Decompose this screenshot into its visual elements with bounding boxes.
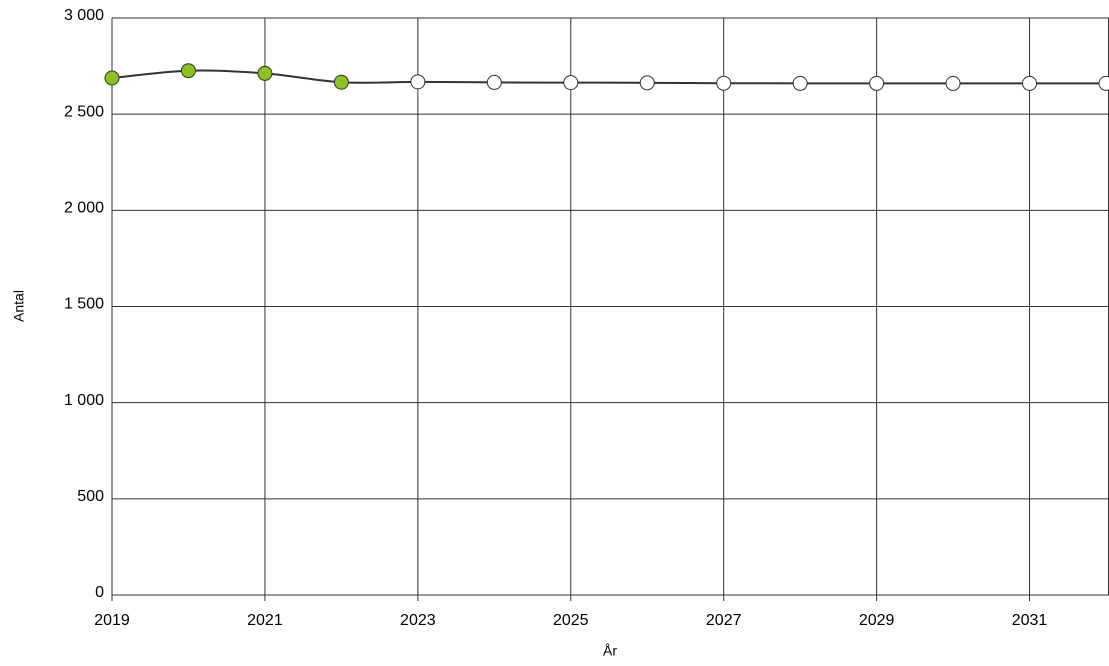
y-tick-label: 2 500 [64, 103, 104, 120]
marker [563, 75, 579, 91]
marker [486, 74, 502, 90]
x-tick-label: 2025 [553, 612, 589, 629]
marker [1022, 75, 1038, 91]
y-tick-label: 2 000 [64, 200, 104, 217]
marker [792, 75, 808, 91]
y-tick-label: 1 000 [64, 392, 104, 409]
marker [257, 65, 273, 81]
x-axis-title: År [603, 643, 617, 659]
y-axis-title: Antal [11, 290, 27, 322]
marker [104, 70, 120, 86]
y-tick-label: 500 [77, 488, 104, 505]
marker [639, 75, 655, 91]
x-tick-label: 2027 [706, 612, 742, 629]
marker [333, 74, 349, 90]
x-tick-label: 2031 [1012, 612, 1048, 629]
x-tick-label: 2023 [400, 612, 436, 629]
x-tick-label: 2019 [94, 612, 130, 629]
y-tick-label: 1 500 [64, 296, 104, 313]
marker [180, 63, 196, 79]
marker [716, 75, 732, 91]
marker [410, 74, 426, 90]
x-tick-label: 2021 [247, 612, 283, 629]
y-tick-label: 3 000 [64, 7, 104, 24]
marker [869, 75, 885, 91]
marker [945, 75, 961, 91]
x-tick-label: 2029 [859, 612, 895, 629]
y-tick-label: 0 [95, 584, 104, 601]
marker [1098, 75, 1109, 91]
